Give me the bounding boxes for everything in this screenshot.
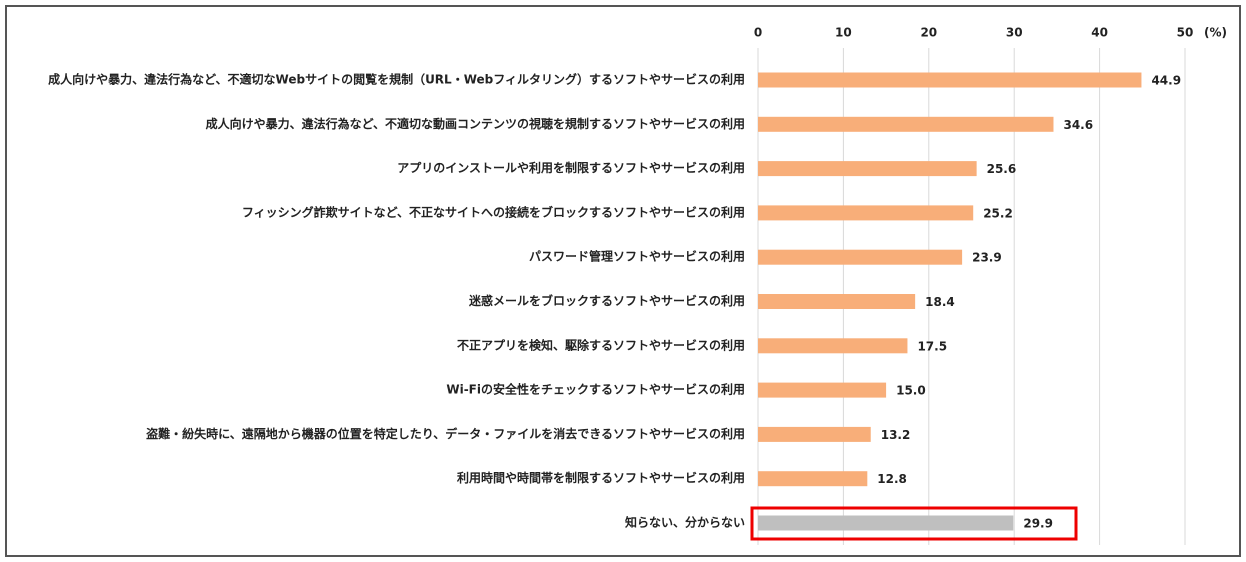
value-label: 15.0 [896,384,926,398]
x-tick-label: 0 [754,26,762,40]
y-tick-label: アプリのインストールや利用を制限するソフトやサービスの利用 [397,160,745,175]
y-tick-label: 迷惑メールをブロックするソフトやサービスの利用 [468,293,745,308]
frame [5,5,1241,557]
bar [758,338,908,354]
y-tick-label: Wi-Fiの安全性をチェックするソフトやサービスの利用 [446,382,745,397]
bar [758,294,916,309]
value-label: 29.9 [1023,517,1053,531]
x-tick-label: 30 [1006,26,1023,40]
value-label: 18.4 [925,295,955,309]
y-tick-label: パスワード管理ソフトやサービスの利用 [529,249,745,264]
x-tick-label: 40 [1091,26,1108,40]
bar [758,471,868,487]
bar [758,161,977,177]
bar [758,426,871,442]
value-label: 13.2 [881,428,911,442]
y-tick-label: 成人向けや暴力、違法行為など、不適切な動画コンテンツの視聴を規制するソフトやサー… [206,116,745,131]
value-label: 44.9 [1151,74,1181,88]
value-label: 25.2 [983,206,1013,220]
bar [758,249,963,265]
y-tick-label: 利用時間や時間帯を制限するソフトやサービスの利用 [457,470,745,485]
bar [758,515,1014,531]
value-label: 12.8 [877,472,907,486]
value-label: 23.9 [972,251,1002,265]
highlight-box [750,506,1078,541]
bar [758,116,1054,132]
y-tick-label: 不正アプリを検知、駆除するソフトやサービスの利用 [457,337,745,352]
value-label: 25.6 [987,162,1017,176]
x-tick-label: 50 [1177,26,1194,40]
value-label: 34.6 [1063,118,1093,132]
bar [758,205,974,221]
y-tick-label: フィッシング詐欺サイトなど、不正なサイトへの接続をブロックするソフトやサービスの… [242,204,745,219]
bar [758,382,887,398]
x-tick-label: 20 [920,26,937,40]
y-tick-label: 成人向けや暴力、違法行為など、不適切なWebサイトの閲覧を規制（URL・Webフ… [48,72,745,87]
y-tick-label: 知らない、分からない [624,515,745,530]
bar [758,72,1142,88]
x-tick-label: 10 [835,26,852,40]
y-tick-label: 盗難・紛失時に、遠隔地から機器の位置を特定したり、データ・ファイルを消去できるソ… [146,426,745,441]
value-label: 17.5 [917,339,947,353]
unit-label: (%) [1204,26,1227,40]
